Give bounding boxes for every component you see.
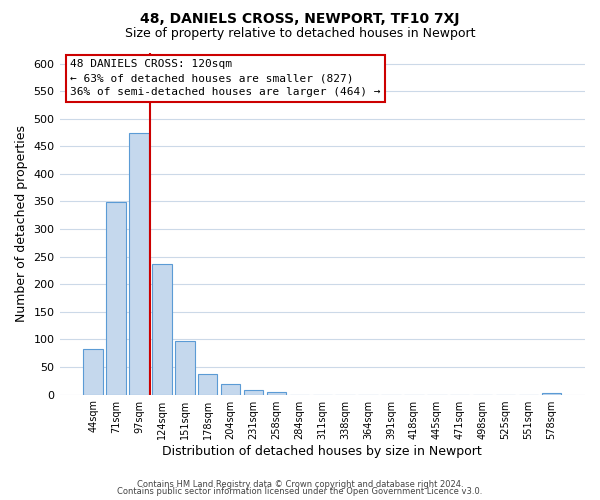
Text: 48 DANIELS CROSS: 120sqm
← 63% of detached houses are smaller (827)
36% of semi-: 48 DANIELS CROSS: 120sqm ← 63% of detach…	[70, 60, 380, 98]
Bar	[129, 133, 149, 394]
Bar	[106, 202, 126, 394]
Text: Contains HM Land Registry data © Crown copyright and database right 2024.: Contains HM Land Registry data © Crown c…	[137, 480, 463, 489]
Text: Contains public sector information licensed under the Open Government Licence v3: Contains public sector information licen…	[118, 487, 482, 496]
Bar	[542, 393, 561, 394]
Bar	[83, 350, 103, 395]
Bar	[244, 390, 263, 394]
Y-axis label: Number of detached properties: Number of detached properties	[15, 125, 28, 322]
Bar	[267, 392, 286, 394]
Bar	[175, 341, 194, 394]
Bar	[221, 384, 241, 394]
Bar	[198, 374, 217, 394]
Bar	[152, 264, 172, 394]
X-axis label: Distribution of detached houses by size in Newport: Distribution of detached houses by size …	[163, 444, 482, 458]
Text: 48, DANIELS CROSS, NEWPORT, TF10 7XJ: 48, DANIELS CROSS, NEWPORT, TF10 7XJ	[140, 12, 460, 26]
Text: Size of property relative to detached houses in Newport: Size of property relative to detached ho…	[125, 28, 475, 40]
